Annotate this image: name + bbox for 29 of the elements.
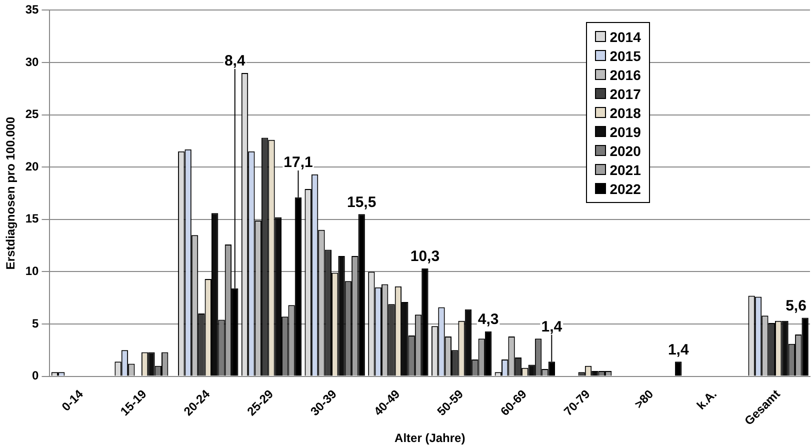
y-tick-label: 25 bbox=[25, 107, 40, 122]
data-label: 10,3 bbox=[410, 248, 440, 266]
data-label: 15,5 bbox=[346, 194, 376, 211]
y-tick-label: 35 bbox=[25, 2, 40, 17]
y-tick-label: 10 bbox=[25, 264, 40, 278]
y-tick-label: 30 bbox=[25, 54, 40, 69]
legend-label: 2021 bbox=[610, 162, 641, 178]
x-tick-label: k.A. bbox=[694, 386, 720, 412]
y-tick-label: 0 bbox=[32, 368, 40, 383]
legend-label: 2016 bbox=[610, 66, 641, 83]
data-label: 1,4 bbox=[541, 318, 563, 336]
legend-label: 2019 bbox=[610, 124, 641, 140]
data-label: 17,1 bbox=[284, 154, 313, 172]
data-label: 4,3 bbox=[478, 310, 499, 328]
y-axis-title: Erstdiagnosen pro 100.000 bbox=[4, 116, 18, 270]
data-label: 8,4 bbox=[224, 52, 246, 70]
legend-label: 2022 bbox=[610, 180, 641, 197]
data-label: 1,4 bbox=[668, 341, 690, 358]
x-axis-title: Alter (Jahre) bbox=[394, 431, 466, 446]
y-tick-label: 5 bbox=[32, 316, 40, 330]
legend-label: 2014 bbox=[610, 28, 641, 45]
y-tick-label: 20 bbox=[25, 159, 40, 174]
legend-label: 2015 bbox=[610, 48, 641, 64]
data-label: 5,6 bbox=[786, 297, 806, 314]
x-tick-label: >80 bbox=[632, 386, 656, 412]
legend-label: 2018 bbox=[610, 104, 641, 121]
legend-label: 2017 bbox=[610, 86, 641, 102]
y-tick-label: 15 bbox=[25, 212, 40, 226]
legend-label: 2020 bbox=[610, 142, 641, 159]
